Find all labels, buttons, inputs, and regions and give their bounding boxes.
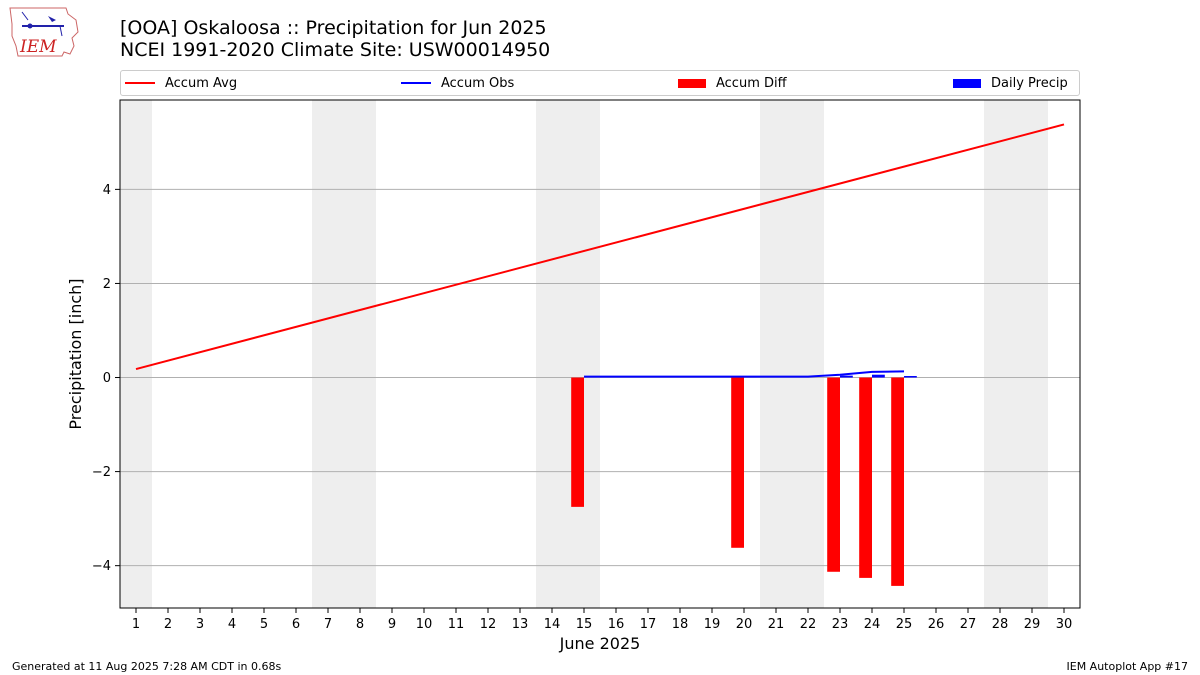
x-tick-label: 18 — [672, 617, 689, 632]
x-tick-label: 23 — [832, 617, 849, 632]
y-tick-label: 4 — [103, 183, 111, 198]
x-tick-label: 4 — [228, 617, 236, 632]
accum-diff-bar — [859, 377, 872, 578]
legend-item-accum-diff: Accum Diff — [678, 71, 787, 95]
y-tick-label: 2 — [103, 277, 111, 292]
accum-diff-bar — [731, 377, 744, 548]
y-tick-label: −2 — [92, 465, 111, 480]
legend-swatch-accum-obs — [401, 82, 431, 84]
accum-obs-line — [584, 370, 905, 378]
accum-diff-bar — [827, 377, 840, 572]
weekend-shade — [312, 100, 376, 608]
x-tick-label: 19 — [704, 617, 721, 632]
weekend-shade — [984, 100, 1048, 608]
legend-item-accum-avg: Accum Avg — [125, 71, 237, 95]
y-tick-label: −4 — [92, 559, 111, 574]
plot-frame — [119, 99, 1081, 609]
legend-label-accum-diff: Accum Diff — [716, 75, 787, 91]
x-axis-label: June 2025 — [559, 634, 641, 653]
weekend-shade — [120, 100, 152, 608]
x-tick-label: 13 — [512, 617, 529, 632]
y-tick-label: 0 — [103, 371, 111, 386]
accum-diff-bar — [571, 377, 584, 507]
x-tick-label: 22 — [800, 617, 817, 632]
chart-subtitle: NCEI 1991-2020 Climate Site: USW00014950 — [120, 39, 551, 61]
legend-label-daily-precip: Daily Precip — [991, 75, 1068, 91]
legend: Accum Avg Accum Obs Accum Diff Daily Pre… — [120, 70, 1080, 96]
x-tick-label: 24 — [864, 617, 881, 632]
legend-swatch-daily-precip — [953, 78, 981, 88]
legend-swatch-accum-diff — [678, 78, 706, 88]
accum-avg-line — [135, 123, 1065, 371]
x-tick-label: 28 — [992, 617, 1009, 632]
legend-swatch-accum-avg — [125, 82, 155, 84]
x-tick-label: 16 — [608, 617, 625, 632]
x-tick-label: 7 — [324, 617, 332, 632]
x-tick-label: 1 — [132, 617, 140, 632]
legend-item-accum-obs: Accum Obs — [401, 71, 514, 95]
x-tick-label: 30 — [1056, 617, 1073, 632]
x-tick-label: 2 — [164, 617, 172, 632]
x-tick-label: 29 — [1024, 617, 1041, 632]
accum-diff-bar — [891, 377, 904, 586]
x-tick-label: 9 — [388, 617, 396, 632]
x-tick-label: 12 — [480, 617, 497, 632]
x-tick-label: 10 — [416, 617, 433, 632]
legend-label-accum-avg: Accum Avg — [165, 75, 238, 91]
legend-label-accum-obs: Accum Obs — [441, 75, 515, 91]
iem-logo: IEM — [9, 7, 79, 57]
footer-generated: Generated at 11 Aug 2025 7:28 AM CDT in … — [12, 660, 282, 673]
x-tick-label: 14 — [544, 617, 561, 632]
legend-item-daily-precip: Daily Precip — [953, 71, 1068, 95]
chart-title: [OOA] Oskaloosa :: Precipitation for Jun… — [120, 17, 547, 39]
x-tick-label: 26 — [928, 617, 945, 632]
x-tick-label: 17 — [640, 617, 657, 632]
x-tick-label: 5 — [260, 617, 268, 632]
x-tick-label: 15 — [576, 617, 593, 632]
x-tick-label: 20 — [736, 617, 753, 632]
weekend-shade — [536, 100, 600, 608]
daily-precip-bar — [872, 374, 885, 378]
x-tick-label: 21 — [768, 617, 785, 632]
x-tick-label: 27 — [960, 617, 977, 632]
y-axis-label: Precipitation [inch] — [66, 278, 85, 429]
footer-app: IEM Autoplot App #17 — [1066, 660, 1189, 673]
iem-logo-text: IEM — [19, 37, 57, 57]
daily-precip-bar — [840, 375, 853, 378]
daily-precip-bar — [904, 376, 917, 378]
x-tick-label: 6 — [292, 617, 300, 632]
weekend-shade — [760, 100, 824, 608]
x-tick-label: 11 — [448, 617, 465, 632]
x-tick-label: 25 — [896, 617, 913, 632]
x-tick-label: 8 — [356, 617, 364, 632]
x-tick-label: 3 — [196, 617, 204, 632]
